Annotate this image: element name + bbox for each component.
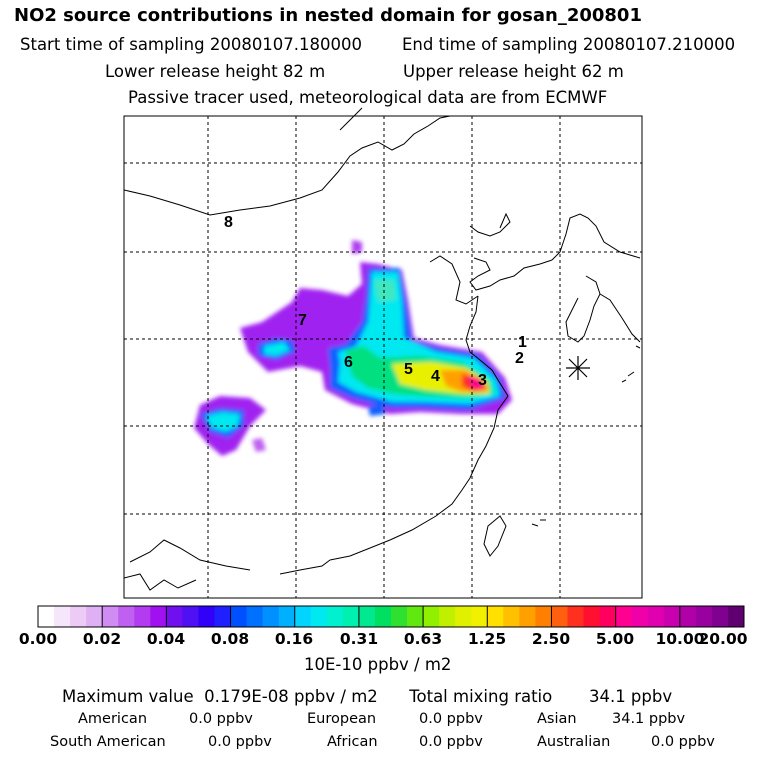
region-label-6: 6 bbox=[344, 354, 353, 371]
european-label: European bbox=[307, 711, 377, 727]
colorbar-cell bbox=[391, 606, 408, 627]
colorbar-cell bbox=[70, 606, 87, 627]
colorbar-cell bbox=[38, 606, 55, 627]
colorbar-cell bbox=[519, 606, 536, 627]
plot-title: NO2 source contributions in nested domai… bbox=[14, 5, 642, 26]
colorbar-cell bbox=[439, 606, 456, 627]
colorbar-cell bbox=[102, 606, 119, 627]
region-label-7: 7 bbox=[298, 312, 307, 329]
colorbar-tick-label: 20.00 bbox=[698, 630, 748, 648]
australian-value: 0.0 ppbv bbox=[651, 734, 715, 750]
colorbar-cell bbox=[503, 606, 520, 627]
colorbar-cell bbox=[262, 606, 280, 627]
region-label-8: 8 bbox=[224, 214, 233, 231]
upper-release-height-label: Upper release height 62 m bbox=[403, 62, 624, 81]
colorbar-cell bbox=[326, 606, 344, 627]
start-time-label: Start time of sampling 20080107.180000 bbox=[20, 35, 363, 54]
map-frame bbox=[123, 115, 643, 599]
colorbar-cell bbox=[86, 606, 103, 627]
african-label: African bbox=[327, 734, 378, 750]
colorbar-tick-label: 5.00 bbox=[595, 630, 635, 648]
colorbar-cell bbox=[727, 606, 745, 627]
colorbar-cell bbox=[455, 606, 472, 627]
colorbar-cell bbox=[294, 606, 312, 627]
colorbar-tick-label: 2.50 bbox=[531, 630, 571, 648]
colorbar-cell bbox=[695, 606, 713, 627]
receptor-star-icon bbox=[566, 356, 590, 380]
colorbar-tick-label: 0.31 bbox=[339, 630, 379, 648]
south-american-label: South American bbox=[50, 734, 166, 750]
colorbar-cell bbox=[118, 606, 135, 627]
colorbar-tick-label: 10.00 bbox=[655, 630, 705, 648]
colorbar-tick-label: 0.02 bbox=[82, 630, 122, 648]
australian-label: Australian bbox=[537, 734, 611, 750]
colorbar-tick-label: 0.00 bbox=[18, 630, 58, 648]
colorbar-frame bbox=[37, 605, 745, 628]
colorbar-tick-label: 1.25 bbox=[467, 630, 507, 648]
colorbar-cell bbox=[182, 606, 199, 627]
asian-label: Asian bbox=[537, 711, 577, 727]
colorbar-cell bbox=[134, 606, 151, 627]
colorbar-cell bbox=[278, 606, 296, 627]
tracer-note: Passive tracer used, meteorological data… bbox=[128, 88, 608, 107]
colorbar-cell bbox=[599, 606, 617, 627]
colorbar-dividers bbox=[101, 606, 681, 627]
colorbar-cell bbox=[54, 606, 71, 627]
colorbar-cell bbox=[679, 606, 697, 627]
american-value: 0.0 ppbv bbox=[189, 711, 253, 727]
african-value: 0.0 ppbv bbox=[419, 734, 483, 750]
colorbar-cell bbox=[374, 606, 392, 627]
region-labels: 1 2 3 4 5 6 7 8 bbox=[224, 214, 527, 389]
colorbar-cell bbox=[342, 606, 360, 627]
colorbar-cell bbox=[615, 606, 633, 627]
colorbar-cell bbox=[230, 606, 248, 627]
colorbar-cell bbox=[647, 606, 665, 627]
european-value: 0.0 ppbv bbox=[419, 711, 483, 727]
colorbar-cell bbox=[487, 606, 504, 627]
concentration-plume bbox=[194, 240, 512, 456]
colorbar-tick-label: 0.63 bbox=[403, 630, 443, 648]
colorbar-cell bbox=[310, 606, 328, 627]
colorbar-cells bbox=[38, 606, 745, 627]
end-time-label: End time of sampling 20080107.210000 bbox=[402, 35, 736, 54]
colorbar-cell bbox=[711, 606, 729, 627]
colorbar-cell bbox=[535, 606, 552, 627]
colorbar-cell bbox=[150, 606, 167, 627]
colorbar-cell bbox=[583, 606, 601, 627]
region-label-4: 4 bbox=[431, 368, 440, 385]
max-value-line: Maximum value 0.179E-08 ppbv / m2 Total … bbox=[62, 687, 673, 706]
colorbar-cell bbox=[631, 606, 649, 627]
colorbar-cell bbox=[198, 606, 215, 627]
colorbar-cell bbox=[423, 606, 440, 627]
colorbar-cell bbox=[551, 606, 568, 627]
region-label-3: 3 bbox=[478, 372, 487, 389]
colorbar-tick-label: 0.08 bbox=[210, 630, 250, 648]
american-label: American bbox=[78, 711, 148, 727]
region-label-2: 2 bbox=[515, 350, 524, 367]
colorbar-cell bbox=[567, 606, 585, 627]
asian-value: 34.1 ppbv bbox=[612, 711, 686, 727]
colorbar-cell bbox=[407, 606, 424, 627]
colorbar-cell bbox=[166, 606, 183, 627]
south-american-value: 0.0 ppbv bbox=[208, 734, 272, 750]
lower-release-height-label: Lower release height 82 m bbox=[105, 62, 326, 81]
grid-lines bbox=[124, 116, 642, 598]
colorbar-tick-label: 0.04 bbox=[146, 630, 186, 648]
region-label-5: 5 bbox=[404, 361, 413, 378]
coastlines bbox=[123, 107, 641, 591]
region-label-1: 1 bbox=[518, 334, 527, 351]
colorbar-cell bbox=[358, 606, 376, 627]
colorbar-cell bbox=[663, 606, 681, 627]
colorbar-tick-label: 0.16 bbox=[274, 630, 314, 648]
colorbar-unit-label: 10E-10 ppbv / m2 bbox=[304, 655, 452, 674]
colorbar-cell bbox=[246, 606, 264, 627]
colorbar-cell bbox=[471, 606, 488, 627]
colorbar-cell bbox=[214, 606, 232, 627]
